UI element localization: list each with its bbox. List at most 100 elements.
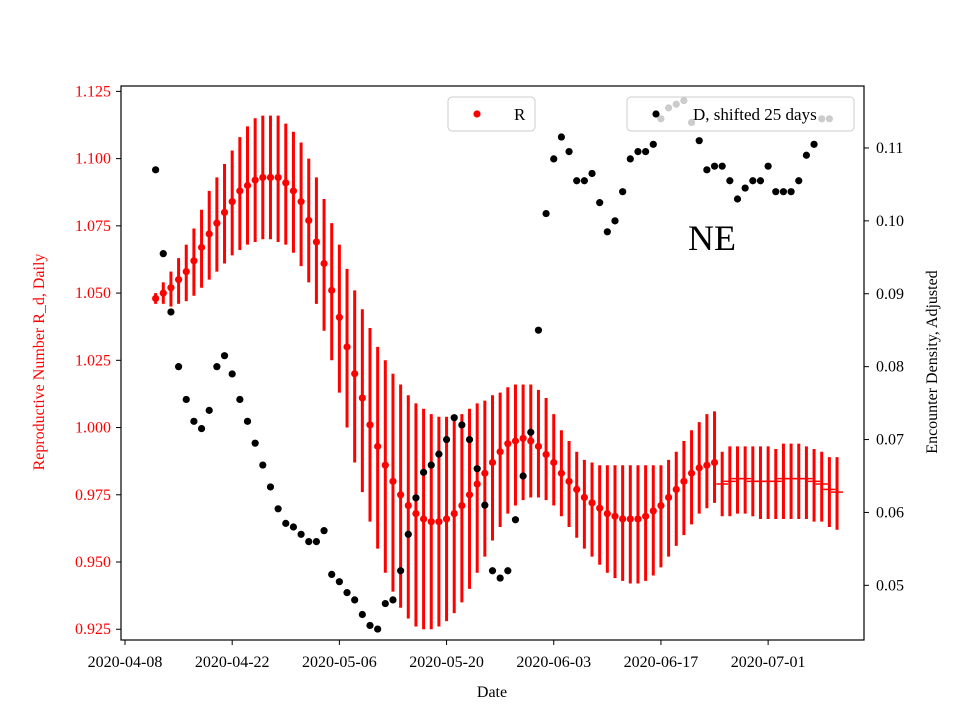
r-point: [228, 198, 236, 206]
density-point: [619, 188, 627, 196]
density-point: [634, 148, 642, 156]
r-point: [504, 440, 512, 448]
density-point: [320, 527, 328, 535]
r-point: [251, 176, 259, 184]
density-point: [282, 519, 290, 527]
density-point: [465, 435, 474, 444]
r-point: [634, 515, 642, 523]
r-point: [305, 216, 313, 225]
density-point: [550, 155, 558, 163]
r-point: [289, 187, 298, 195]
density-point: [611, 217, 619, 225]
legend-marker-d: [652, 110, 660, 118]
density-point: [458, 421, 466, 429]
density-point: [205, 406, 213, 414]
density-point: [259, 461, 267, 469]
r-point: [496, 448, 504, 456]
density-point: [213, 363, 221, 371]
r-point: [205, 230, 213, 238]
density-point: [756, 177, 765, 185]
r-point: [642, 512, 650, 520]
density-point: [358, 610, 366, 619]
y-axis-label-left: Reproductive Number R_d, Daily: [31, 254, 48, 471]
density-point: [335, 578, 343, 586]
y-left-tick-label: 1.000: [75, 420, 111, 437]
r-point: [473, 480, 481, 488]
y-left-tick-label: 1.050: [75, 285, 111, 302]
r-point: [236, 187, 244, 195]
density-point: [504, 567, 512, 575]
density-point: [220, 352, 229, 360]
r-point: [190, 257, 198, 265]
density-point: [710, 162, 719, 170]
plot-frame: [120, 85, 865, 641]
density-point: [626, 155, 634, 163]
r-point: [488, 458, 497, 467]
y-left-tick-label: 1.100: [75, 151, 111, 168]
r-point: [465, 491, 474, 499]
density-point: [159, 250, 167, 258]
density-point: [412, 494, 420, 502]
density-point: [649, 140, 657, 148]
legend-box-d: [626, 96, 855, 132]
r-point: [672, 485, 680, 493]
r-point: [167, 284, 175, 292]
x-tick-label: 2020-06-17: [624, 654, 699, 671]
r-point: [412, 510, 420, 518]
density-point: [733, 195, 742, 203]
density-point: [511, 516, 520, 524]
density-point: [351, 596, 359, 604]
r-point: [580, 493, 588, 502]
r-point: [374, 442, 382, 450]
density-point: [190, 417, 198, 425]
density-point: [435, 450, 443, 458]
density-point: [573, 177, 581, 185]
density-point: [764, 162, 772, 170]
r-point: [695, 464, 703, 472]
density-point: [642, 148, 650, 156]
chart-axes: 2020-04-08 2020-04-22 2020-05-06 2020-05-20…: [75, 83, 904, 671]
y-left-tick-label: 1.125: [75, 83, 111, 100]
density-point: [236, 395, 244, 404]
r-point: [573, 485, 581, 493]
y-left-tick-label: 0.950: [75, 554, 111, 571]
density-point: [703, 166, 711, 174]
density-point: [519, 472, 527, 480]
r-point: [603, 510, 611, 518]
r-point: [381, 461, 389, 469]
density-point: [603, 228, 611, 236]
density-point: [442, 435, 451, 444]
r-point: [588, 499, 596, 507]
density-point: [328, 570, 336, 578]
r-point: [152, 294, 160, 303]
density-point: [251, 439, 259, 447]
density-point: [772, 188, 780, 196]
r-point: [419, 515, 428, 523]
y-left-tick-label: 1.075: [75, 218, 111, 235]
density-point: [596, 199, 604, 207]
y-right-tick-label: 0.09: [876, 286, 904, 303]
density-point: [266, 483, 275, 491]
r-point: [626, 515, 634, 523]
density-point: [274, 505, 282, 513]
r-point: [397, 491, 405, 499]
density-point: [152, 166, 160, 174]
y-left-tick-label: 0.925: [75, 621, 111, 638]
r-point: [542, 450, 550, 459]
x-axis-label: Date: [477, 684, 507, 701]
density-point: [488, 567, 497, 575]
density-point: [473, 465, 481, 473]
density-point: [726, 177, 734, 185]
r-point: [511, 437, 520, 445]
r-point: [282, 179, 290, 187]
r-point: [435, 518, 443, 526]
density-point: [542, 209, 550, 218]
r-point: [527, 437, 535, 445]
legend-label-d: D, shifted 25 days: [693, 105, 817, 124]
density-point: [527, 428, 535, 436]
density-point: [779, 188, 788, 196]
density-point: [450, 414, 458, 422]
r-point: [328, 286, 336, 294]
density-point: [243, 417, 252, 425]
legend-label-r: R: [514, 105, 526, 124]
